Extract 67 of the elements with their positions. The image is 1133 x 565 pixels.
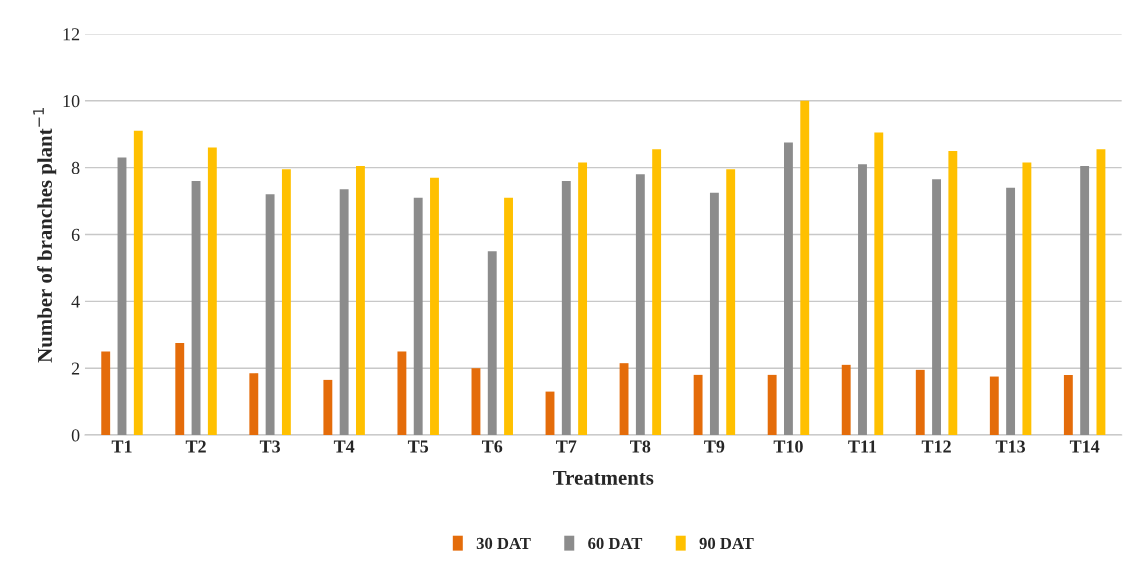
- bar: [430, 177, 439, 436]
- bar: [652, 149, 662, 436]
- x-tick-label: T9: [704, 440, 725, 453]
- bar: [693, 374, 703, 436]
- x-tick-label: T10: [773, 440, 803, 453]
- bar: [578, 162, 588, 436]
- bar: [249, 373, 259, 436]
- legend-label: 60 DAT: [588, 537, 643, 550]
- bar: [915, 369, 925, 436]
- bar: [726, 169, 736, 436]
- bar: [413, 197, 423, 436]
- bar: [207, 147, 217, 436]
- bar: [191, 180, 201, 436]
- bar: [175, 343, 185, 436]
- x-tick-label: T14: [1069, 440, 1100, 453]
- x-tick-label: T13: [995, 440, 1026, 453]
- bar: [504, 197, 513, 436]
- bar: [1022, 162, 1032, 436]
- bar: [800, 100, 810, 436]
- x-tick-label: T6: [481, 440, 503, 453]
- x-tick-label: T12: [921, 440, 951, 453]
- bar: [487, 251, 497, 436]
- bar: [989, 376, 999, 436]
- y-tick-label: 0: [71, 429, 80, 442]
- bar: [471, 368, 481, 436]
- x-tick-label: T4: [333, 440, 355, 453]
- x-tick-label: T8: [630, 440, 651, 453]
- legend-label: 30 DAT: [476, 537, 531, 550]
- y-tick-label: 12: [63, 28, 80, 41]
- bar: [323, 379, 333, 436]
- bar: [397, 351, 407, 436]
- legend-label: 90 DAT: [699, 537, 754, 550]
- bar: [709, 192, 719, 436]
- x-tick-label: T1: [111, 440, 132, 453]
- bar: [1006, 187, 1016, 436]
- bar: [133, 130, 143, 436]
- bar: [117, 157, 127, 436]
- x-tick-label: T3: [259, 440, 281, 453]
- bar: [635, 174, 645, 436]
- bar: [561, 180, 571, 436]
- y-tick-label: 6: [71, 228, 80, 241]
- y-tick-label: 10: [63, 95, 80, 108]
- y-tick-label: 4: [71, 295, 80, 308]
- x-tick-label: T2: [185, 440, 206, 453]
- bar: [767, 374, 777, 436]
- bar: [1080, 165, 1090, 436]
- x-tick-label: T11: [848, 440, 877, 453]
- bar: [1096, 149, 1106, 436]
- x-axis-title: Treatments: [553, 470, 654, 485]
- bar: [874, 132, 884, 436]
- bar: [1063, 374, 1073, 436]
- x-tick-label: T5: [407, 440, 429, 453]
- bar: [841, 364, 851, 436]
- y-tick-label: 8: [71, 161, 80, 175]
- bar: [281, 169, 291, 436]
- bar: [858, 164, 867, 436]
- bar: [339, 189, 349, 436]
- bar: [356, 165, 365, 436]
- bar: [619, 363, 629, 436]
- bar: [948, 150, 958, 436]
- bar: [101, 351, 111, 436]
- y-tick-label: 2: [71, 362, 80, 375]
- x-tick-label: T7: [556, 440, 577, 453]
- bar: [932, 179, 941, 436]
- y-axis-title: Number of branches plant$^{−1}$: [33, 108, 57, 363]
- bar: [784, 142, 793, 436]
- bar: [265, 194, 275, 436]
